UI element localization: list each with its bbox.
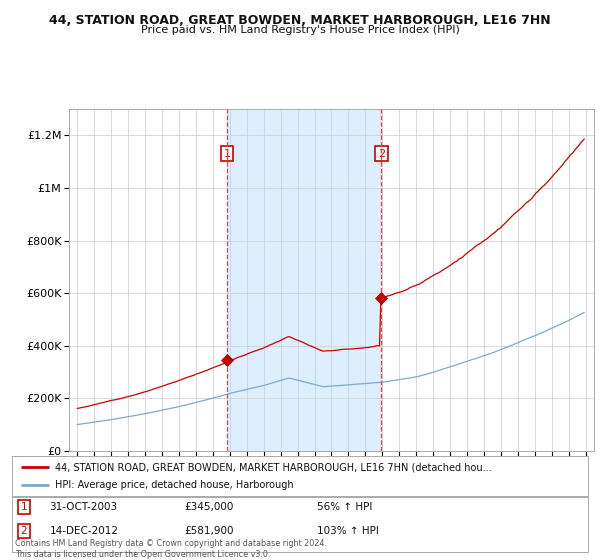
Text: £345,000: £345,000 (185, 502, 234, 512)
Text: 2: 2 (378, 148, 385, 158)
Text: £581,900: £581,900 (185, 526, 234, 536)
Text: 14-DEC-2012: 14-DEC-2012 (49, 526, 118, 536)
Text: HPI: Average price, detached house, Harborough: HPI: Average price, detached house, Harb… (55, 479, 294, 489)
Text: Price paid vs. HM Land Registry's House Price Index (HPI): Price paid vs. HM Land Registry's House … (140, 25, 460, 35)
Text: Contains HM Land Registry data © Crown copyright and database right 2024.
This d: Contains HM Land Registry data © Crown c… (15, 539, 327, 559)
Text: 56% ↑ HPI: 56% ↑ HPI (317, 502, 373, 512)
Text: 1: 1 (20, 502, 27, 512)
Text: 2: 2 (20, 526, 27, 536)
Text: 44, STATION ROAD, GREAT BOWDEN, MARKET HARBOROUGH, LE16 7HN: 44, STATION ROAD, GREAT BOWDEN, MARKET H… (49, 14, 551, 27)
Text: 44, STATION ROAD, GREAT BOWDEN, MARKET HARBOROUGH, LE16 7HN (detached hou...: 44, STATION ROAD, GREAT BOWDEN, MARKET H… (55, 463, 492, 473)
Text: 1: 1 (224, 148, 230, 158)
Bar (227, 109, 382, 451)
Text: 31-OCT-2003: 31-OCT-2003 (49, 502, 118, 512)
Text: 103% ↑ HPI: 103% ↑ HPI (317, 526, 379, 536)
